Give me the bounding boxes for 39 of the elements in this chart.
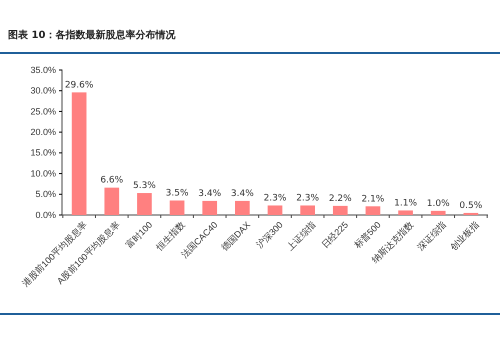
y-tick-label: 35.0% [30, 64, 56, 75]
data-label: 2.3% [264, 193, 287, 204]
y-tick-label: 25.0% [30, 106, 56, 116]
y-tick-label: 15.0% [30, 148, 56, 158]
y-tick-label: 10.0% [30, 168, 56, 178]
x-tick-label: 富时100 [124, 220, 154, 250]
x-tick-label: 沪深300 [254, 220, 285, 250]
bar [332, 206, 348, 215]
bar [137, 193, 152, 215]
data-label: 6.6% [100, 176, 124, 186]
bar [170, 200, 184, 215]
data-label: 2.3% [296, 193, 320, 204]
y-tick-label: 0.0% [35, 210, 56, 220]
bar [366, 206, 380, 215]
data-label: 3.4% [198, 188, 222, 199]
chart-title: 图表 10：各指数最新股息率分布情况 [8, 29, 176, 41]
bar [430, 210, 446, 215]
data-label: 2.1% [361, 194, 385, 204]
data-label: 29.6% [64, 80, 94, 90]
y-tick-label: 30.0% [30, 86, 56, 96]
bar [202, 200, 218, 215]
data-label: 1.1% [394, 198, 418, 208]
y-tick-label: 20.0% [30, 127, 56, 138]
data-label: 2.2% [328, 194, 352, 204]
bar [268, 205, 282, 215]
bar [300, 205, 315, 215]
data-label: 1.0% [426, 198, 450, 209]
bar [104, 188, 120, 215]
x-tick-label: 创业板指 [448, 220, 481, 252]
data-label: 3.4% [230, 188, 254, 199]
bar [72, 92, 86, 215]
x-tick-label: 深证综指 [415, 220, 448, 252]
data-label: 3.5% [166, 188, 189, 198]
y-tick-label: 5.0% [35, 189, 56, 200]
data-label: 5.3% [132, 181, 156, 192]
bar [398, 210, 413, 215]
data-label: 0.5% [459, 200, 483, 211]
x-tick-label: 上证综指 [284, 220, 318, 252]
bar [235, 200, 250, 215]
